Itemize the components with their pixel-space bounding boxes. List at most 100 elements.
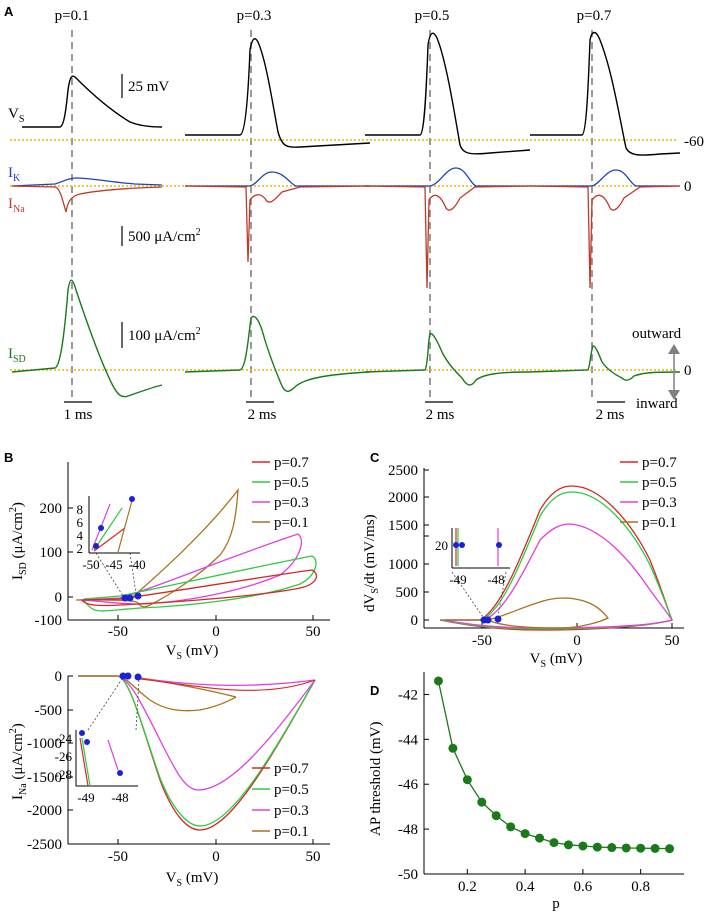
panel-a-letter: A: [4, 4, 14, 19]
b-bot-curve-p01: [78, 675, 237, 712]
c-legend-entry: p=0.3: [642, 495, 677, 511]
ina-traces: [11, 185, 681, 289]
c-legend-entry: p=0.1: [642, 515, 677, 531]
p-titles: p=0.1 p=0.3 p=0.5 p=0.7: [55, 8, 612, 24]
b-bot-ytick: 0: [55, 669, 63, 685]
p-title-0.3: p=0.3: [237, 8, 272, 24]
c-curve-p05: [441, 491, 673, 630]
c-xtick: 0: [573, 633, 581, 649]
b-bot-inset-ytick: -26: [55, 749, 73, 764]
b-top-curve-p05: [83, 555, 317, 612]
c-curve-p03: [443, 523, 674, 629]
isd-traces: [11, 279, 681, 398]
ik-trace-p07: [530, 169, 680, 187]
c-threshold-dot: [494, 615, 502, 623]
b-bot-legend-entry: p=0.5: [274, 782, 309, 798]
p-title-0.7: p=0.7: [577, 8, 612, 24]
time-scale-p01: 1 ms: [64, 407, 93, 423]
b-top-ytick: -100: [35, 613, 63, 629]
panel-b-top: 200 100 0 -100 -50 0 50 VS (mV) ISD (μA/…: [8, 455, 330, 662]
ina-label: INa: [8, 196, 25, 215]
b-top-inset-connector: [129, 552, 137, 595]
d-data-point: [520, 829, 530, 839]
d-ytick: -46: [398, 777, 418, 793]
c-ytick: 0: [411, 613, 419, 629]
c-ytick: 2000: [388, 490, 418, 506]
b-top-inset-xtick: -40: [128, 557, 145, 572]
d-data-point: [621, 843, 631, 853]
b-bot-legend: p=0.7 p=0.5 p=0.3 p=0.1: [252, 761, 309, 840]
current-scale-label: 500 μA/cm2: [128, 227, 201, 245]
d-series-line: [437, 680, 670, 850]
b-top-xlabel: VS (mV): [166, 643, 219, 662]
time-scale-bars: 1 ms 2 ms 2 ms 2 ms: [64, 401, 625, 423]
c-yticks: 2500 2000 1500 1000 500 0: [388, 463, 429, 629]
b-top-legend-entry: p=0.3: [274, 495, 309, 511]
c-ytick: 2500: [388, 463, 418, 479]
d-data-point: [607, 843, 617, 853]
b-top-yticks: 200 100 0 -100: [35, 501, 73, 629]
ik-traces: [11, 167, 680, 187]
ik-label: IK: [8, 165, 21, 184]
c-curve-p07: [439, 485, 673, 631]
b-top-inset-ytick: 4: [77, 528, 84, 543]
b-bot-ytick: -500: [35, 703, 63, 719]
b-bot-inset: -24 -26 -28 -49 -48: [55, 730, 138, 805]
ik-trace-p03: [185, 171, 370, 187]
b-top-legend: p=0.7 p=0.5 p=0.3 p=0.1: [252, 455, 309, 531]
ina-trace-p05: [364, 185, 531, 289]
d-data-point: [448, 743, 458, 753]
b-bot-legend-entry: p=0.7: [274, 761, 309, 777]
b-bot-xtick: 50: [306, 849, 321, 865]
b-top-legend-entry: p=0.5: [274, 475, 309, 491]
isd-trace-p07: [529, 345, 681, 381]
c-curve-p01: [446, 597, 610, 629]
vs-label: VS: [8, 106, 24, 125]
b-bot-inset-ytick: -24: [55, 731, 73, 746]
c-ytick: 1000: [388, 557, 418, 573]
p-title-0.1: p=0.1: [55, 8, 90, 24]
isd-label: ISD: [8, 346, 26, 365]
b-top-inset-ytick: 2: [77, 541, 84, 556]
c-ylabel: dVS/dt (mV/ms): [362, 514, 381, 612]
c-inset: 20 -49 -48: [435, 528, 510, 587]
d-data-point: [506, 822, 516, 832]
b-bot-inset-ytick: -28: [55, 767, 72, 782]
c-ytick: 500: [396, 585, 419, 601]
vs-traces: [22, 31, 681, 156]
c-legend-entry: p=0.5: [642, 475, 677, 491]
panel-d-letter: D: [370, 683, 379, 698]
d-ylabel: AP threshold (mV): [368, 722, 384, 836]
d-ytick: -44: [398, 732, 418, 748]
b-bot-ytick: -1500: [27, 770, 62, 786]
vs-trace-p07: [530, 31, 681, 156]
b-bot-curve-p05: [78, 675, 316, 827]
ik-trace-p05: [365, 167, 530, 187]
time-scale-p07: 2 ms: [596, 407, 625, 423]
b-bot-ytick: -1000: [27, 736, 62, 752]
b-top-curve-p07: [81, 569, 318, 607]
b-bot-inset-xtick: -49: [77, 790, 94, 805]
b-bot-threshold-dot: [119, 672, 127, 680]
b-bot-threshold-dot: [134, 673, 142, 681]
b-top-inset-xtick: -45: [105, 557, 122, 572]
b-top-ytick: 0: [55, 590, 63, 606]
c-xtick: -50: [472, 633, 492, 649]
panel-b-bottom: 0 -500 -1000 -1500 -2000 -2500 -50 0 50 …: [8, 669, 330, 889]
isd-trace-p05: [364, 332, 531, 386]
isd-trace-p01: [11, 279, 163, 398]
vs-trace-p05: [365, 32, 531, 155]
d-ytick: -42: [398, 687, 418, 703]
d-xtick: 0.6: [574, 879, 593, 895]
b-bot-curve-rest: [139, 678, 316, 691]
b-bot-xlabel: VS (mV): [166, 870, 219, 889]
d-series-points: [433, 676, 675, 854]
ina-trace-p01: [11, 185, 163, 213]
b-bot-xtick: -50: [108, 849, 128, 865]
vs-trace-p01: [22, 75, 163, 128]
b-top-inset-ytick: 8: [77, 502, 84, 517]
inward-label: inward: [636, 396, 678, 412]
c-inset-xtick: -48: [487, 572, 504, 587]
d-data-point: [665, 844, 675, 854]
panel-c: 2500 2000 1500 1000 500 0 -50 0 50 VS (m…: [362, 455, 684, 670]
